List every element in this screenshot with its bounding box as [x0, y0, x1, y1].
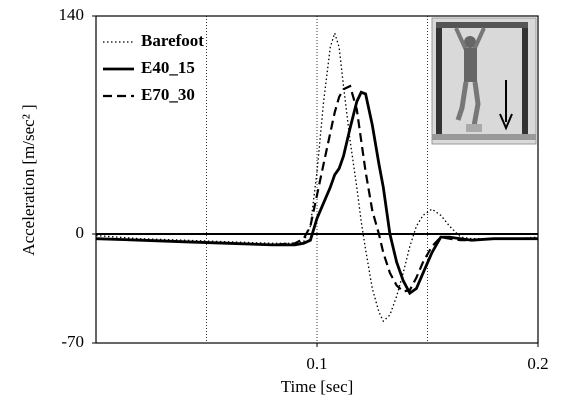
y-tick-label: 140 — [59, 5, 85, 24]
data-line — [95, 90, 538, 296]
inset-image — [431, 17, 537, 145]
x-tick-label: 0.2 — [527, 354, 548, 373]
legend-label: Barefoot — [141, 31, 204, 50]
legend-label: E70_30 — [141, 85, 195, 104]
data-line — [95, 84, 538, 293]
y-axis-title: Acceleration [m/sec² ] — [19, 104, 38, 255]
y-tick-label: -70 — [61, 332, 84, 351]
plot-frame — [95, 15, 539, 344]
x-tick-label: 0.1 — [306, 354, 327, 373]
y-tick-label: 0 — [76, 223, 85, 242]
data-line — [95, 30, 539, 323]
legend: Barefoot E40_15 E70_30 — [103, 31, 204, 104]
x-axis-title: Time [sec] — [281, 377, 354, 396]
legend-label: E40_15 — [141, 58, 195, 77]
